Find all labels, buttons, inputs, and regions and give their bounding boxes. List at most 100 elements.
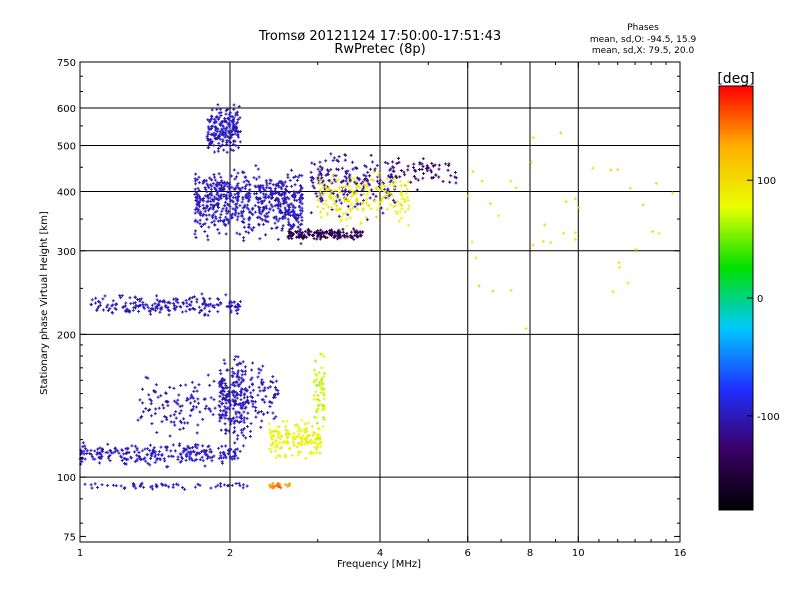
scatter-point: [113, 446, 117, 450]
scatter-point: [147, 393, 151, 397]
scatter-point: [274, 456, 278, 460]
scatter-point: [256, 167, 260, 171]
scatter-point: [196, 401, 200, 405]
scatter-point: [149, 312, 153, 316]
scatter-point: [241, 486, 245, 490]
scatter-point: [264, 233, 268, 237]
scatter-point: [178, 452, 182, 456]
scatter-point: [234, 481, 238, 485]
scatter-point: [94, 301, 98, 305]
scatter-point: [119, 454, 123, 458]
scatter-point: [120, 448, 124, 452]
scatter-point: [257, 175, 261, 179]
scatter-point: [233, 300, 237, 304]
scatter-point: [101, 448, 105, 452]
scatter-point: [224, 444, 228, 448]
scatter-point: [146, 461, 150, 465]
scatter-point: [244, 369, 248, 373]
scatter-point: [185, 301, 189, 305]
scatter-point: [214, 485, 218, 489]
scatter-point: [228, 455, 232, 459]
scatter-point: [238, 449, 242, 453]
scatter-point: [137, 450, 141, 454]
scatter-point: [154, 453, 158, 457]
scatter-point: [312, 394, 316, 398]
scatter-point: [242, 217, 246, 221]
scatter-point: [169, 414, 173, 418]
scatter-point: [189, 396, 193, 400]
scatter-point: [155, 457, 159, 461]
scatter-point: [137, 309, 141, 313]
scatter-point: [306, 421, 310, 425]
scatter-point: [209, 486, 213, 490]
scatter-point: [191, 404, 195, 408]
scatter-point: [132, 450, 136, 454]
scatter-point: [213, 406, 217, 410]
scatter-point: [204, 453, 208, 457]
scatter-point: [286, 435, 290, 439]
scatter-point: [176, 301, 180, 305]
scatter-point: [137, 297, 141, 301]
scatter-point: [193, 182, 197, 186]
scatter-point: [208, 196, 212, 200]
scatter-point: [183, 487, 187, 491]
scatter-point: [201, 203, 205, 207]
scatter-point: [214, 217, 218, 221]
scatter-point: [296, 429, 300, 433]
scatter-point: [149, 457, 153, 461]
scatter-point: [135, 448, 139, 452]
scatter-point: [203, 451, 207, 455]
scatter-point: [254, 164, 258, 168]
scatter-point: [315, 451, 319, 455]
scatter-point: [194, 172, 198, 176]
scatter-point: [245, 416, 249, 420]
scatter-point: [212, 379, 216, 383]
scatter-point: [247, 231, 251, 235]
scatter-point: [264, 179, 268, 183]
scatter-point: [82, 452, 86, 456]
scatter-point: [182, 417, 186, 421]
scatter-point: [242, 236, 246, 240]
scatter-point: [121, 452, 125, 456]
scatter-point: [248, 385, 252, 389]
scatter-point: [222, 483, 226, 487]
scatter-point: [241, 444, 245, 448]
scatter-point: [205, 234, 209, 238]
scatter-point: [241, 483, 245, 487]
scatter-point: [173, 423, 177, 427]
scatter-point: [242, 396, 246, 400]
scatter-point: [310, 424, 314, 428]
scatter-point: [180, 455, 184, 459]
scatter-point: [219, 456, 223, 460]
scatter-point: [271, 183, 275, 187]
scatter-point: [188, 414, 192, 418]
scatter-point: [226, 448, 230, 452]
scatter-point: [192, 449, 196, 453]
scatter-point: [193, 445, 197, 449]
scatter-point: [133, 301, 137, 305]
scatter-point: [244, 436, 248, 440]
scatter-point: [271, 481, 275, 485]
scatter-point: [223, 204, 227, 208]
scatter-point: [283, 453, 287, 457]
scatter-point: [247, 222, 251, 226]
scatter-point: [117, 451, 121, 455]
scatter-point: [111, 483, 115, 487]
scatter-point: [193, 386, 197, 390]
scatter-point: [197, 452, 201, 456]
scatter-point: [151, 487, 155, 491]
scatter-point: [245, 484, 249, 488]
scatter-point: [313, 359, 317, 363]
scatter-point: [211, 413, 215, 417]
scatter-point: [150, 422, 154, 426]
scatter-point: [154, 450, 158, 454]
scatter-point: [300, 218, 304, 222]
scatter-point: [296, 220, 300, 224]
scatter-point: [230, 366, 234, 370]
scatter-point: [81, 441, 85, 445]
scatter-point: [317, 371, 321, 375]
scatter-point: [229, 422, 233, 426]
scatter-point: [201, 417, 205, 421]
scatter-point: [266, 411, 270, 415]
scatter-point: [195, 431, 199, 435]
